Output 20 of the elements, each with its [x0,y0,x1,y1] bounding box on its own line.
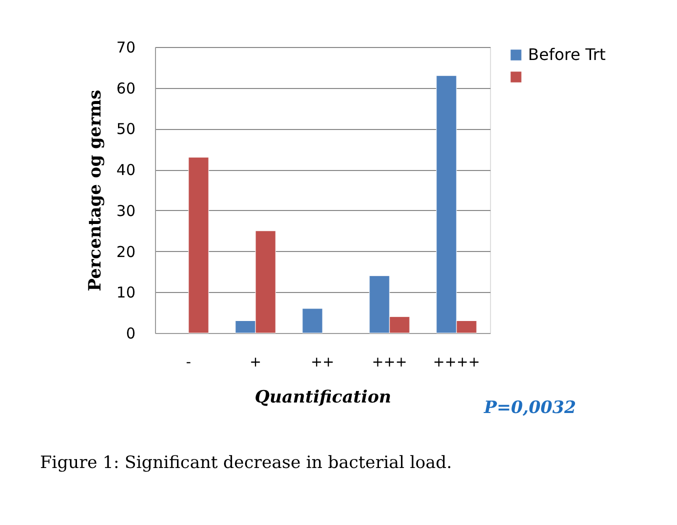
caption: Figure 1: Significant decrease in bacterial load. [40,453,452,473]
x-axis-title: Quantification [254,388,392,408]
y-tick-label: 30 [116,202,136,220]
y-tick-label: 50 [116,120,136,138]
y-axis-title: Percentage og germs [85,90,106,292]
y-tick-label: 60 [116,79,136,98]
y-tick-label: 20 [116,242,136,261]
y-tick-label: 0 [126,324,136,342]
y-tick-label: 40 [116,161,136,180]
x-tick-label: +++ [372,354,408,370]
y-tick-label: 70 [116,38,136,56]
x-tick-label: ++ [310,354,334,370]
bar [302,308,323,334]
x-tick-label: - [186,354,192,370]
text: P=0,0032 [482,398,576,418]
x-tick-label: + [250,354,262,370]
bar [188,157,209,334]
y-tick-label: 10 [116,284,136,302]
legend-label: Before Trt [528,45,606,64]
x-tick-label: ++++ [433,354,480,370]
